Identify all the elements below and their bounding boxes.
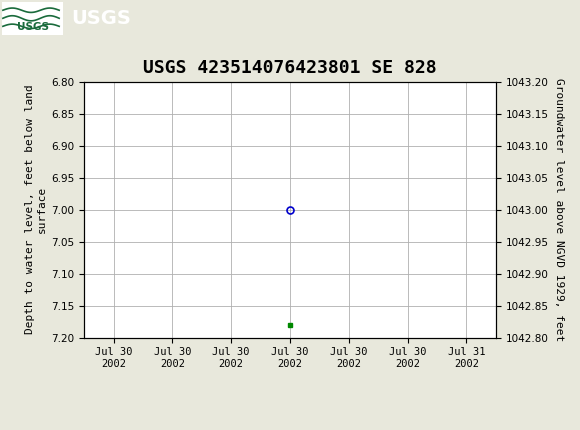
Y-axis label: Depth to water level, feet below land
surface: Depth to water level, feet below land su… <box>26 85 47 335</box>
Title: USGS 423514076423801 SE 828: USGS 423514076423801 SE 828 <box>143 59 437 77</box>
Y-axis label: Groundwater level above NGVD 1929, feet: Groundwater level above NGVD 1929, feet <box>554 78 564 341</box>
FancyBboxPatch shape <box>2 2 63 35</box>
Text: USGS: USGS <box>17 22 49 32</box>
Text: USGS: USGS <box>71 9 131 28</box>
